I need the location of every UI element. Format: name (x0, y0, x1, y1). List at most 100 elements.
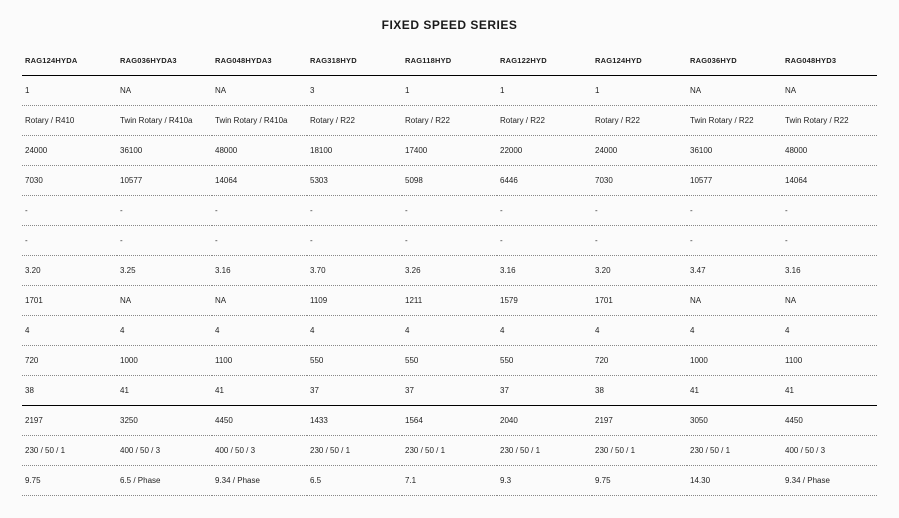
table-cell: - (212, 226, 307, 256)
table-row: 7201000110055055055072010001100 (22, 346, 877, 376)
table-cell: 550 (307, 346, 402, 376)
table-cell: 1000 (117, 346, 212, 376)
table-cell: - (782, 226, 877, 256)
table-cell: - (592, 226, 687, 256)
table-row: --------- (22, 196, 877, 226)
table-cell: 2197 (592, 406, 687, 436)
table-cell: 24000 (592, 136, 687, 166)
table-cell: 3.70 (307, 256, 402, 286)
table-cell: 4 (782, 316, 877, 346)
table-cell: 9.34 / Phase (782, 466, 877, 496)
table-cell: - (687, 196, 782, 226)
table-cell: - (402, 226, 497, 256)
table-cell: Twin Rotary / R22 (687, 106, 782, 136)
table-row: 444444444 (22, 316, 877, 346)
table-cell: 3.16 (782, 256, 877, 286)
column-header: RAG048HYDA3 (212, 46, 307, 76)
table-cell: 1100 (782, 346, 877, 376)
table-row: 384141373737384141 (22, 376, 877, 406)
header-row: RAG124HYDARAG036HYDA3RAG048HYDA3RAG318HY… (22, 46, 877, 76)
table-cell: 9.75 (592, 466, 687, 496)
table-cell: - (307, 196, 402, 226)
table-cell: - (782, 196, 877, 226)
table-cell: 14064 (782, 166, 877, 196)
column-header: RAG048HYD3 (782, 46, 877, 76)
table-cell: 9.3 (497, 466, 592, 496)
table-cell: Rotary / R22 (402, 106, 497, 136)
table-cell: 18100 (307, 136, 402, 166)
table-cell: NA (687, 76, 782, 106)
table-cell: 22000 (497, 136, 592, 166)
table-cell: 4 (22, 316, 117, 346)
column-header: RAG124HYDA (22, 46, 117, 76)
table-row: 219732504450143315642040219730504450 (22, 406, 877, 436)
table-cell: 4450 (212, 406, 307, 436)
table-cell: Rotary / R22 (307, 106, 402, 136)
table-cell: - (117, 196, 212, 226)
table-cell: 10577 (687, 166, 782, 196)
table-cell: 3250 (117, 406, 212, 436)
spec-table: RAG124HYDARAG036HYDA3RAG048HYDA3RAG318HY… (22, 46, 877, 496)
table-cell: 230 / 50 / 1 (402, 436, 497, 466)
table-cell: 6.5 (307, 466, 402, 496)
table-cell: 1100 (212, 346, 307, 376)
table-cell: NA (212, 76, 307, 106)
table-cell: 400 / 50 / 3 (117, 436, 212, 466)
table-cell: 1000 (687, 346, 782, 376)
table-cell: 41 (212, 376, 307, 406)
table-cell: - (592, 196, 687, 226)
table-cell: - (497, 196, 592, 226)
table-cell: 1 (497, 76, 592, 106)
table-row: 230 / 50 / 1400 / 50 / 3400 / 50 / 3230 … (22, 436, 877, 466)
table-cell: - (497, 226, 592, 256)
table-container: FIXED SPEED SERIES RAG124HYDARAG036HYDA3… (0, 0, 899, 518)
table-cell: 400 / 50 / 3 (212, 436, 307, 466)
column-header: RAG122HYD (497, 46, 592, 76)
table-cell: 1109 (307, 286, 402, 316)
table-cell: - (212, 196, 307, 226)
table-cell: 48000 (212, 136, 307, 166)
table-cell: 3.16 (212, 256, 307, 286)
table-cell: 7030 (592, 166, 687, 196)
table-cell: 4450 (782, 406, 877, 436)
table-cell: 550 (497, 346, 592, 376)
table-cell: Twin Rotary / R410a (117, 106, 212, 136)
table-cell: 4 (212, 316, 307, 346)
table-cell: 14064 (212, 166, 307, 196)
table-row: 3.203.253.163.703.263.163.203.473.16 (22, 256, 877, 286)
table-cell: 2197 (22, 406, 117, 436)
column-header: RAG118HYD (402, 46, 497, 76)
table-cell: NA (117, 286, 212, 316)
table-body: 1NANA3111NANARotary / R410Twin Rotary / … (22, 76, 877, 496)
table-cell: Rotary / R22 (592, 106, 687, 136)
table-cell: 9.75 (22, 466, 117, 496)
table-cell: - (117, 226, 212, 256)
table-row: 7030105771406453035098644670301057714064 (22, 166, 877, 196)
table-cell: 1433 (307, 406, 402, 436)
table-row: --------- (22, 226, 877, 256)
table-cell: 5098 (402, 166, 497, 196)
table-cell: Rotary / R410 (22, 106, 117, 136)
column-header: RAG036HYD (687, 46, 782, 76)
table-cell: 400 / 50 / 3 (782, 436, 877, 466)
table-cell: 4 (497, 316, 592, 346)
column-header: RAG036HYDA3 (117, 46, 212, 76)
table-cell: 37 (307, 376, 402, 406)
table-cell: 4 (307, 316, 402, 346)
table-cell: 36100 (117, 136, 212, 166)
table-row: Rotary / R410Twin Rotary / R410aTwin Rot… (22, 106, 877, 136)
table-cell: 230 / 50 / 1 (22, 436, 117, 466)
table-cell: - (22, 196, 117, 226)
table-head: RAG124HYDARAG036HYDA3RAG048HYDA3RAG318HY… (22, 46, 877, 76)
table-cell: 3.20 (592, 256, 687, 286)
table-cell: 1701 (22, 286, 117, 316)
table-cell: NA (687, 286, 782, 316)
table-cell: 3.16 (497, 256, 592, 286)
table-cell: 550 (402, 346, 497, 376)
table-cell: 41 (117, 376, 212, 406)
table-cell: Twin Rotary / R410a (212, 106, 307, 136)
table-cell: 38 (592, 376, 687, 406)
table-cell: 41 (782, 376, 877, 406)
table-cell: 6446 (497, 166, 592, 196)
table-cell: 230 / 50 / 1 (687, 436, 782, 466)
